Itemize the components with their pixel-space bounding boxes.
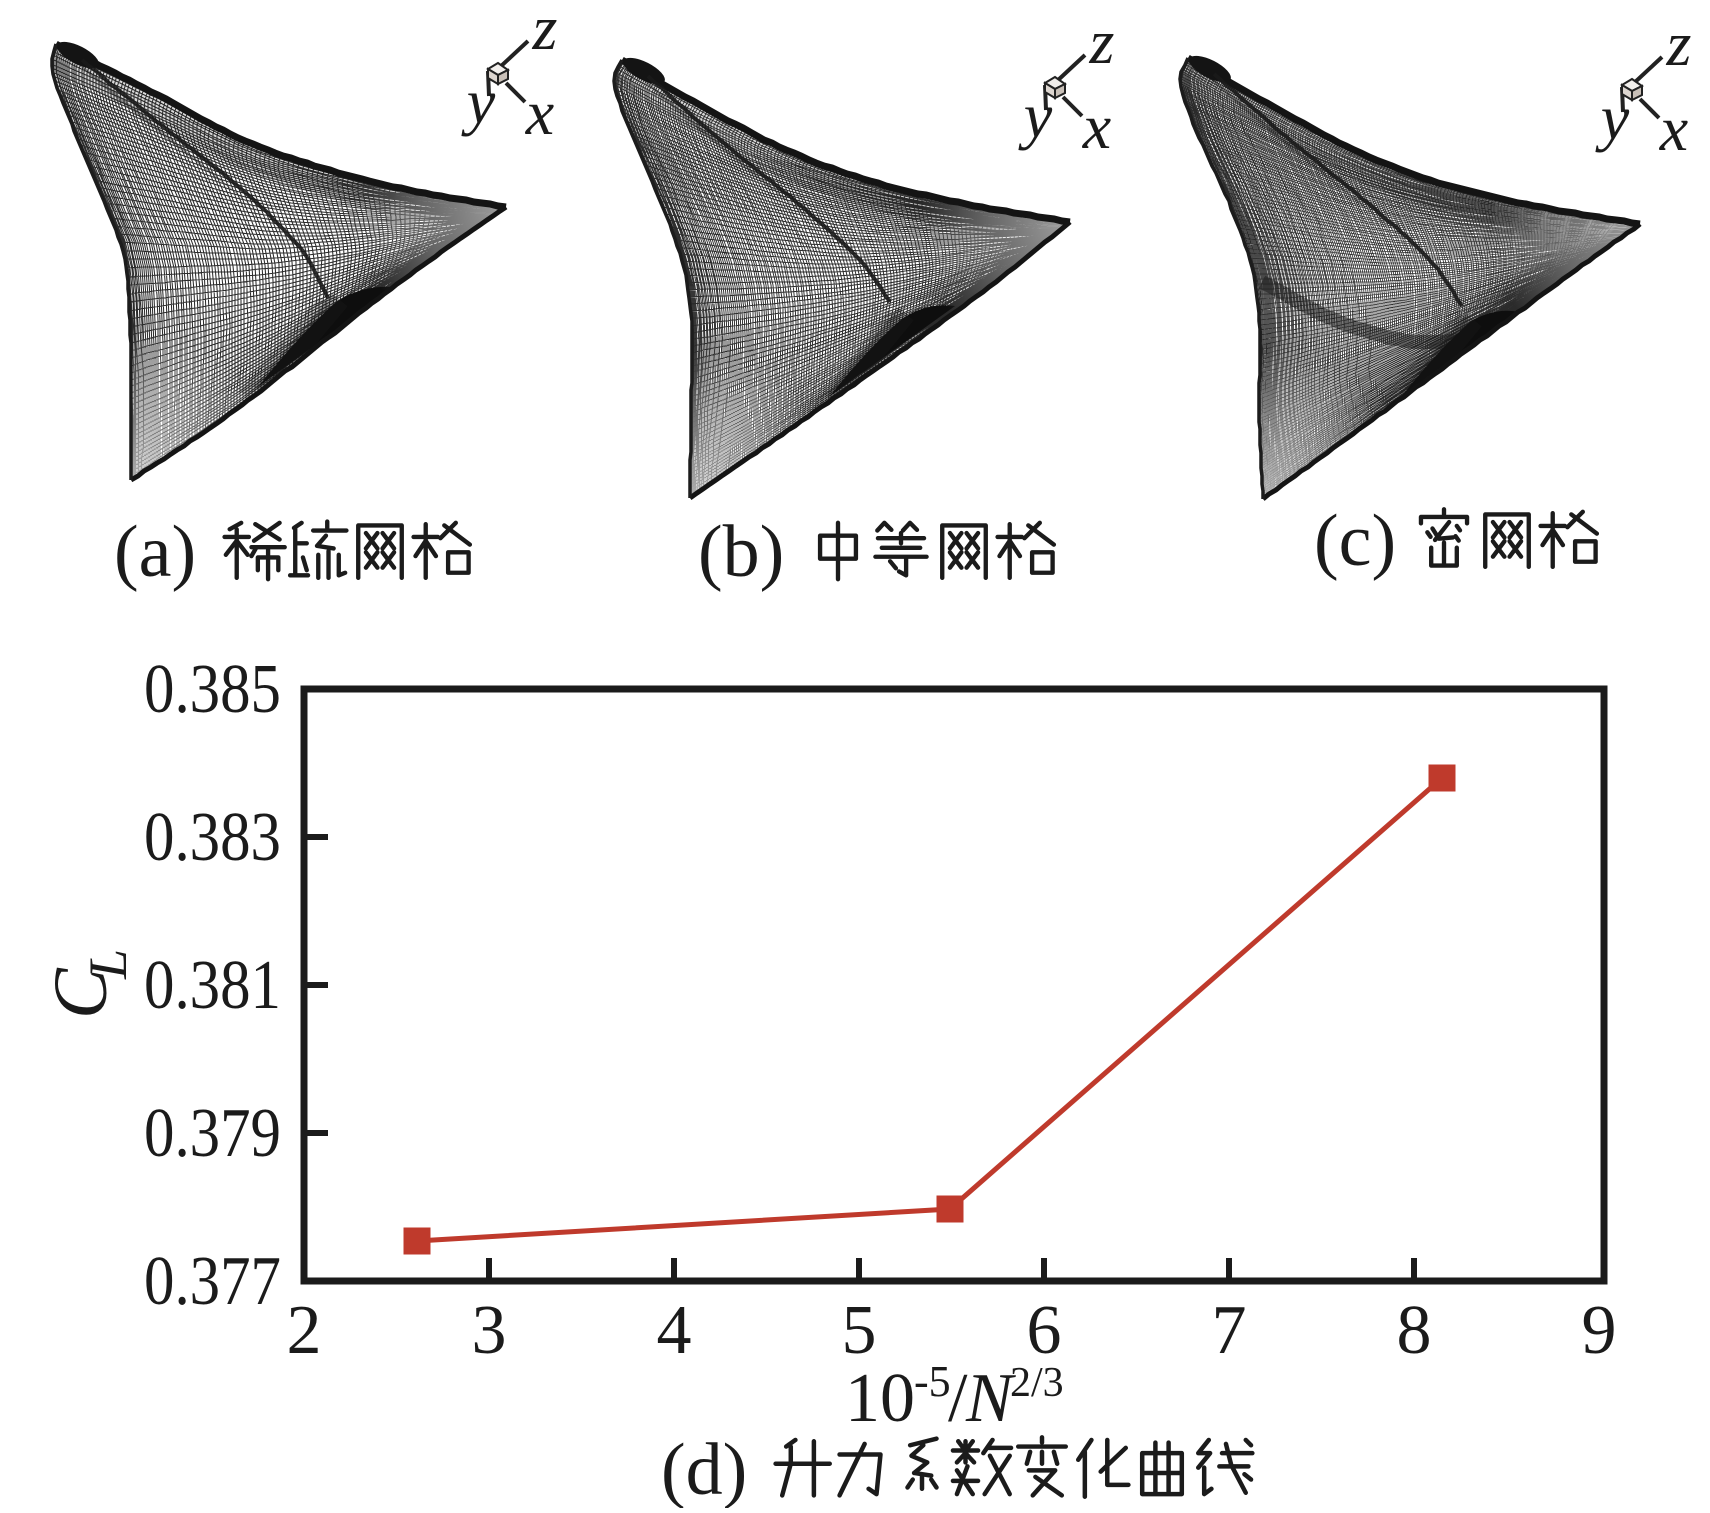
svg-text:(d): (d) [661,1429,747,1508]
svg-text:9: 9 [1582,1292,1617,1369]
svg-text:0.383: 0.383 [144,799,281,876]
svg-text:x: x [1659,93,1688,164]
svg-text:(b): (b) [698,511,784,593]
svg-text:x: x [525,77,554,148]
svg-text:5: 5 [842,1292,877,1369]
svg-text:0.377: 0.377 [144,1243,281,1320]
svg-text:(a): (a) [114,511,196,593]
svg-text:L: L [78,949,138,980]
svg-text:y: y [461,66,496,137]
svg-text:10: 10 [845,1360,915,1437]
svg-text:3: 3 [472,1292,507,1369]
svg-text:6: 6 [1027,1292,1062,1369]
svg-text:0.381: 0.381 [144,947,281,1024]
svg-text:4: 4 [657,1292,692,1369]
svg-text:(c): (c) [1314,500,1396,582]
svg-text:8: 8 [1397,1292,1432,1369]
svg-text:z: z [1089,6,1115,77]
svg-text:z: z [532,0,558,63]
svg-text:2/3: 2/3 [1010,1360,1064,1406]
svg-text:y: y [1595,82,1630,153]
svg-text:x: x [1082,91,1111,162]
svg-text:C: C [39,967,123,1019]
svg-text:0.385: 0.385 [144,651,281,728]
svg-text:z: z [1666,8,1692,79]
svg-text:2: 2 [287,1292,322,1369]
svg-text:y: y [1018,80,1053,151]
svg-text:/: / [948,1360,968,1437]
svg-text:-5: -5 [914,1357,951,1406]
svg-text:7: 7 [1212,1292,1247,1369]
svg-text:0.379: 0.379 [144,1095,281,1172]
svg-text:N: N [965,1360,1016,1437]
